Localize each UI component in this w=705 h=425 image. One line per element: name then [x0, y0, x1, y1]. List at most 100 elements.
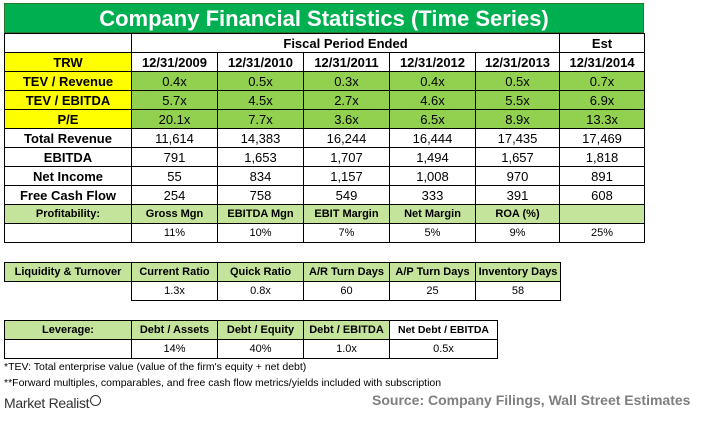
financial-stats-table: Fiscal Period Ended Est TRW 12/31/2009 1…: [4, 33, 646, 243]
table-cell: 391: [474, 185, 561, 205]
table-cell: 20.1x: [131, 109, 218, 129]
profitability-header-row: Profitability: Gross Mgn EBITDA Mgn EBIT…: [4, 204, 646, 224]
table-cell: 0.4x: [389, 71, 476, 91]
table-cell: 608: [559, 185, 646, 205]
metric-header: Net Debt / EBITDA: [389, 320, 498, 340]
metric-header: Inventory Days: [475, 262, 561, 282]
table-row: Net Income 55 834 1,157 1,008 970 891: [4, 166, 646, 186]
table-cell: 0.4x: [131, 71, 218, 91]
liquidity-label: Liquidity & Turnover: [4, 262, 132, 282]
table-cell: 2.7x: [303, 90, 390, 110]
date-header: 12/31/2010: [217, 52, 304, 72]
table-cell: 0.5x: [217, 71, 304, 91]
metric-value: 25%: [559, 223, 646, 243]
table-cell: 6.5x: [389, 109, 476, 129]
table-cell: 7.7x: [217, 109, 304, 129]
metric-value: 10%: [217, 223, 304, 243]
table-cell: 11,614: [131, 128, 218, 148]
date-header: 12/31/2012: [389, 52, 476, 72]
table-cell: 549: [303, 185, 390, 205]
metric-header: EBITDA Mgn: [217, 204, 304, 224]
row-label: Total Revenue: [4, 128, 132, 148]
metric-value: 1.0x: [303, 339, 390, 359]
table-cell: 16,444: [389, 128, 476, 148]
table-cell: 970: [474, 166, 561, 186]
date-header: 12/31/2014: [559, 52, 646, 72]
table-cell: 16,244: [303, 128, 390, 148]
row-label: P/E: [4, 109, 132, 129]
blank-cell: [4, 339, 132, 359]
table-cell: 0.5x: [474, 71, 561, 91]
header-row-dates: TRW 12/31/2009 12/31/2010 12/31/2011 12/…: [4, 52, 646, 72]
footnote-subscription: **Forward multiples, comparables, and fr…: [4, 377, 442, 389]
logo-text: Market Realist: [4, 395, 90, 411]
header-row-fiscal: Fiscal Period Ended Est: [4, 33, 646, 53]
ticker-cell: TRW: [4, 52, 132, 72]
metric-header: Debt / Equity: [217, 320, 304, 340]
table-cell: 4.5x: [217, 90, 304, 110]
metric-header: Gross Mgn: [131, 204, 218, 224]
table-cell: 1,818: [559, 147, 646, 167]
leverage-values-row: 14% 40% 1.0x 0.5x: [4, 339, 498, 359]
table-cell: 1,494: [389, 147, 476, 167]
profitability-values-row: 11% 10% 7% 5% 9% 25%: [4, 223, 646, 243]
table-cell: 1,707: [303, 147, 390, 167]
table-row: TEV / EBITDA 5.7x 4.5x 2.7x 4.6x 5.5x 6.…: [4, 90, 646, 110]
table-cell: 13.3x: [559, 109, 646, 129]
liquidity-table: Liquidity & Turnover Current Ratio Quick…: [4, 262, 561, 301]
metric-value: 0.8x: [217, 281, 304, 301]
header-blank: [4, 33, 132, 53]
table-cell: 1,657: [474, 147, 561, 167]
metric-value: 40%: [217, 339, 304, 359]
metric-header: [559, 204, 646, 224]
row-label: TEV / Revenue: [4, 71, 132, 91]
table-cell: 0.7x: [559, 71, 646, 91]
table-cell: 5.7x: [131, 90, 218, 110]
table-cell: 791: [131, 147, 218, 167]
table-cell: 758: [217, 185, 304, 205]
date-header: 12/31/2009: [131, 52, 218, 72]
metric-value: 60: [303, 281, 390, 301]
table-cell: 5.5x: [474, 90, 561, 110]
metric-header: A/R Turn Days: [303, 262, 390, 282]
table-cell: 834: [217, 166, 304, 186]
metric-header: ROA (%): [474, 204, 561, 224]
metric-value: 5%: [389, 223, 476, 243]
table-cell: 6.9x: [559, 90, 646, 110]
metric-header: Debt / Assets: [131, 320, 218, 340]
table-cell: 1,157: [303, 166, 390, 186]
table-cell: 3.6x: [303, 109, 390, 129]
table-cell: 55: [131, 166, 218, 186]
source-note: Source: Company Filings, Wall Street Est…: [372, 392, 691, 408]
metric-header: Quick Ratio: [217, 262, 304, 282]
metric-header: EBIT Margin: [303, 204, 390, 224]
market-realist-logo: Market Realist: [4, 395, 102, 411]
table-cell: 0.3x: [303, 71, 390, 91]
metric-value: 58: [475, 281, 561, 301]
table-cell: 254: [131, 185, 218, 205]
metric-header: A/P Turn Days: [389, 262, 476, 282]
date-header: 12/31/2013: [474, 52, 561, 72]
table-row: P/E 20.1x 7.7x 3.6x 6.5x 8.9x 13.3x: [4, 109, 646, 129]
metric-value: 9%: [474, 223, 561, 243]
profitability-label: Profitability:: [4, 204, 132, 224]
blank-cell: [5, 282, 132, 301]
page-title: Company Financial Statistics (Time Serie…: [4, 3, 644, 33]
leverage-table: Leverage: Debt / Assets Debt / Equity De…: [4, 320, 498, 359]
est-header: Est: [559, 33, 646, 53]
table-cell: 1,008: [389, 166, 476, 186]
metric-value: 1.3x: [131, 281, 218, 301]
liquidity-values-row: 1.3x 0.8x 60 25 58: [5, 281, 561, 301]
metric-header: Current Ratio: [131, 262, 218, 282]
table-cell: 1,653: [217, 147, 304, 167]
table-cell: 4.6x: [389, 90, 476, 110]
footnote-tev: *TEV: Total enterprise value (value of t…: [4, 361, 307, 373]
table-row: Total Revenue 11,614 14,383 16,244 16,44…: [4, 128, 646, 148]
table-cell: 8.9x: [474, 109, 561, 129]
row-label: EBITDA: [4, 147, 132, 167]
metric-header: Net Margin: [389, 204, 476, 224]
metric-header: Debt / EBITDA: [303, 320, 390, 340]
row-label: TEV / EBITDA: [4, 90, 132, 110]
liquidity-header-row: Liquidity & Turnover Current Ratio Quick…: [4, 262, 561, 282]
row-label: Free Cash Flow: [4, 185, 132, 205]
